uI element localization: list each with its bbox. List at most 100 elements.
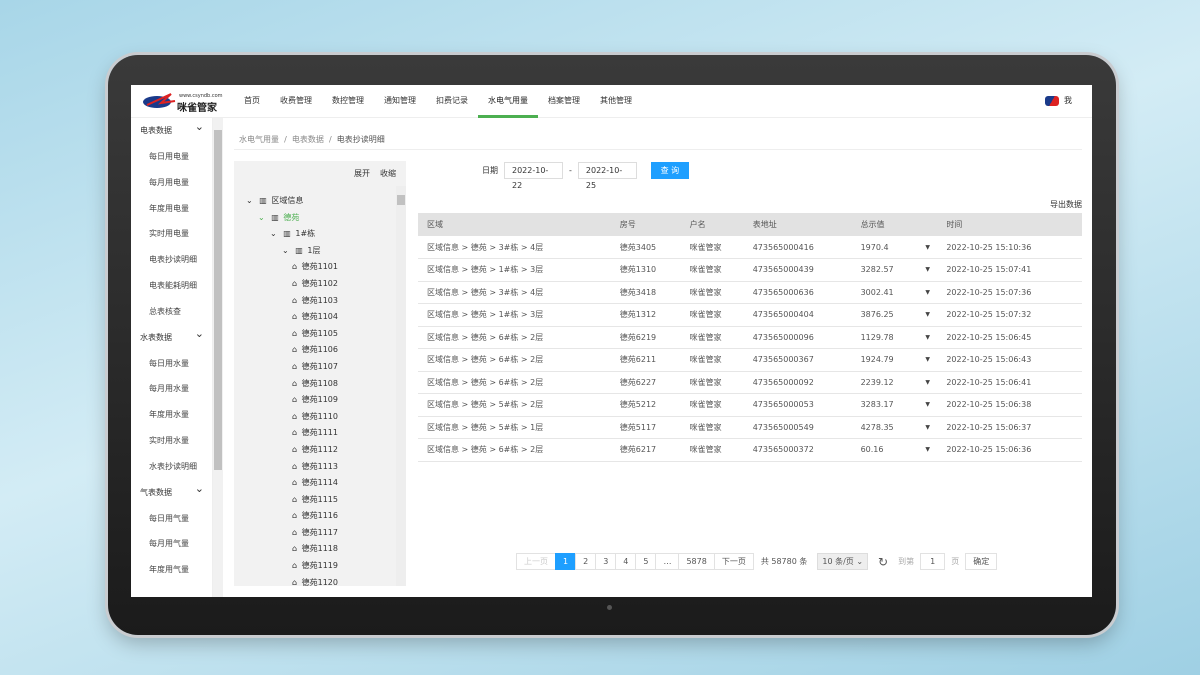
table-row[interactable]: 区域信息 > 德苑 > 6#栋 > 2层 德苑6227 咪雀管家 4735650000… (418, 371, 1082, 394)
chevron-down-icon[interactable]: ⌄ (270, 229, 280, 239)
breadcrumb-item[interactable]: 电表数据 (291, 135, 324, 144)
caret-down-icon[interactable]: ▼ (916, 258, 938, 282)
start-date-input[interactable]: 2022-10-22 (504, 162, 563, 190)
table-row[interactable]: 区域信息 > 德苑 > 5#栋 > 1层 德苑5117 咪雀管家 4735650005… (418, 416, 1082, 439)
nav-item[interactable]: 扣费记录 (436, 96, 468, 105)
sidebar-item[interactable]: 每月用电量 (149, 177, 189, 187)
scrollbar-thumb[interactable] (214, 130, 222, 470)
nav-item[interactable]: 档案管理 (548, 96, 580, 105)
sidebar-group-header[interactable]: 水表数据 (131, 321, 212, 351)
sidebar-item[interactable]: 每日用水量 (149, 358, 189, 368)
tree-node[interactable]: ⌂ 德苑1116 (234, 508, 396, 525)
user-menu[interactable]: 我 (1045, 95, 1072, 106)
tree-node[interactable]: ⌂ 德苑1111 (234, 425, 396, 442)
tree-node[interactable]: ⌂ 德苑1105 (234, 326, 396, 343)
sidebar-item[interactable]: 年度用气量 (149, 565, 189, 575)
sidebar-group-header[interactable]: 电表数据 (131, 114, 212, 144)
nav-item[interactable]: 其他管理 (600, 96, 632, 105)
page-size-select[interactable]: 10 条/页 ⌄ (817, 553, 869, 570)
tree-node[interactable]: ⌂ 德苑1118 (234, 541, 396, 558)
caret-down-icon[interactable]: ▼ (916, 236, 938, 259)
nav-item[interactable]: 首页 (244, 96, 260, 105)
sidebar-item[interactable]: 每日用气量 (149, 513, 189, 523)
tree-node[interactable]: ⌂ 德苑1113 (234, 459, 396, 476)
collapse-all-button[interactable]: 收缩 (380, 169, 396, 178)
sidebar-group-header[interactable]: 气表数据 (131, 476, 212, 506)
tree-node[interactable]: ⌂ 德苑1110 (234, 409, 396, 426)
caret-down-icon[interactable]: ▼ (916, 303, 938, 327)
tree-node[interactable]: ⌂ 德苑1104 (234, 309, 396, 326)
query-button[interactable]: 查 询 (650, 162, 689, 179)
page-button[interactable]: 5878 (678, 553, 715, 570)
tree-node[interactable]: ⌄ ▥ 区域信息 (234, 193, 396, 210)
page-button[interactable]: 2 (575, 553, 597, 570)
end-date-input[interactable]: 2022-10-25 (577, 162, 637, 190)
prev-page-button[interactable]: 上一页 (516, 553, 556, 570)
tree-node[interactable]: ⌂ 德苑1115 (234, 492, 396, 509)
tree-node[interactable]: ⌄ ▥ 1层 (234, 243, 396, 260)
page-button[interactable]: 4 (615, 553, 637, 570)
table-row[interactable]: 区域信息 > 德苑 > 3#栋 > 4层 德苑3418 咪雀管家 4735650006… (418, 281, 1082, 304)
scrollbar-thumb[interactable] (397, 195, 405, 205)
next-page-button[interactable]: 下一页 (713, 553, 754, 570)
tree-node[interactable]: ⌄ ▥ 德苑 (234, 210, 396, 227)
tree-node[interactable]: ⌂ 德苑1108 (234, 376, 396, 393)
table-row[interactable]: 区域信息 > 德苑 > 6#栋 > 2层 德苑6219 咪雀管家 4735650000… (418, 326, 1082, 349)
table-row[interactable]: 区域信息 > 德苑 > 6#栋 > 2层 德苑6217 咪雀管家 4735650003… (418, 438, 1082, 462)
caret-down-icon[interactable]: ▼ (916, 281, 938, 304)
page-button[interactable]: 5 (635, 553, 657, 570)
sidebar-item[interactable]: 每月用水量 (149, 384, 189, 394)
caret-down-icon[interactable]: ▼ (916, 348, 938, 372)
refresh-icon[interactable]: ↻ (878, 554, 889, 569)
page-button[interactable]: 3 (595, 553, 617, 570)
tree-node[interactable]: ⌂ 德苑1103 (234, 293, 396, 310)
sidebar-item[interactable]: 电表能耗明细 (149, 280, 197, 290)
table-row[interactable]: 区域信息 > 德苑 > 6#栋 > 2层 德苑6211 咪雀管家 4735650003… (418, 348, 1082, 372)
sidebar-item[interactable]: 电表抄读明细 (149, 255, 197, 265)
tree-node[interactable]: ⌂ 德苑1120 (234, 575, 396, 586)
sidebar-item[interactable]: 总表核查 (149, 306, 181, 316)
tree-node[interactable]: ⌂ 德苑1117 (234, 525, 396, 542)
sidebar-item[interactable]: 实时用水量 (149, 435, 189, 445)
table-row[interactable]: 区域信息 > 德苑 > 1#栋 > 3层 德苑1310 咪雀管家 4735650004… (418, 258, 1082, 282)
tree-node[interactable]: ⌂ 德苑1114 (234, 475, 396, 492)
caret-down-icon[interactable]: ▼ (916, 393, 938, 417)
sidebar-item[interactable]: 每日用电量 (149, 152, 189, 161)
tree-node[interactable]: ⌂ 德苑1119 (234, 558, 396, 575)
tree-scrollbar[interactable] (396, 186, 406, 586)
tree-node[interactable]: ⌂ 德苑1109 (234, 392, 396, 409)
chevron-down-icon[interactable]: ⌄ (282, 245, 292, 255)
nav-item[interactable]: 数控管理 (332, 96, 364, 105)
table-row[interactable]: 区域信息 > 德苑 > 1#栋 > 3层 德苑1312 咪雀管家 4735650004… (418, 303, 1082, 327)
nav-item[interactable]: 通知管理 (384, 96, 416, 105)
tree-node[interactable]: ⌂ 德苑1107 (234, 359, 396, 376)
tree-node[interactable]: ⌂ 德苑1102 (234, 276, 396, 293)
caret-down-icon[interactable]: ▼ (916, 326, 938, 349)
sidebar-item[interactable]: 实时用电量 (149, 229, 189, 239)
chevron-down-icon[interactable]: ⌄ (246, 196, 256, 205)
breadcrumb-item[interactable]: 水电气用量 (239, 135, 279, 144)
sidebar-item[interactable]: 水表抄读明细 (149, 461, 197, 471)
goto-page-input[interactable]: 1 (920, 553, 946, 570)
confirm-page-button[interactable]: 确定 (965, 553, 998, 570)
nav-item[interactable]: 收费管理 (280, 96, 312, 105)
table-row[interactable]: 区域信息 > 德苑 > 5#栋 > 2层 德苑5212 咪雀管家 4735650000… (418, 393, 1082, 417)
expand-all-button[interactable]: 展开 (354, 169, 370, 178)
table-row[interactable]: 区域信息 > 德苑 > 3#栋 > 4层 德苑3405 咪雀管家 4735650004… (418, 236, 1082, 259)
sidebar-item[interactable]: 每月用气量 (149, 539, 189, 549)
page-button[interactable]: … (655, 553, 680, 570)
caret-down-icon[interactable]: ▼ (916, 416, 938, 439)
caret-down-icon[interactable]: ▼ (916, 438, 938, 462)
sidebar-scrollbar[interactable] (213, 118, 223, 597)
sidebar-item[interactable]: 年度用电量 (149, 203, 189, 213)
tree-node[interactable]: ⌂ 德苑1106 (234, 342, 396, 359)
tree-node[interactable]: ⌄ ▥ 1#栋 (234, 226, 396, 243)
nav-item[interactable]: 水电气用量 (478, 85, 538, 118)
sidebar-item[interactable]: 年度用水量 (149, 410, 189, 420)
page-button[interactable]: 1 (555, 553, 577, 570)
export-data-button[interactable]: 导出数据 (1050, 200, 1082, 209)
caret-down-icon[interactable]: ▼ (916, 371, 938, 394)
tree-node[interactable]: ⌂ 德苑1101 (234, 259, 396, 276)
chevron-down-icon[interactable]: ⌄ (258, 212, 268, 222)
tree-node[interactable]: ⌂ 德苑1112 (234, 442, 396, 459)
